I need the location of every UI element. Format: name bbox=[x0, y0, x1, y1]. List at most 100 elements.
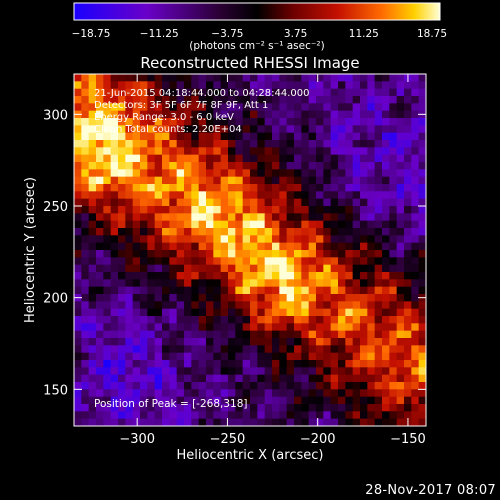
heatmap-cell bbox=[418, 264, 426, 273]
heatmap-cell bbox=[301, 103, 310, 112]
heatmap-cell bbox=[198, 242, 207, 251]
heatmap-cell bbox=[257, 352, 266, 361]
heatmap-cell bbox=[103, 96, 112, 104]
heatmap-cell bbox=[140, 272, 148, 280]
heatmap-cell bbox=[411, 338, 420, 346]
heatmap-cell bbox=[250, 264, 258, 273]
heatmap-cell bbox=[228, 88, 236, 97]
heatmap-cell bbox=[176, 345, 185, 354]
heatmap-cell bbox=[411, 396, 420, 405]
heatmap-cell bbox=[184, 272, 192, 280]
heatmap-cell bbox=[330, 352, 339, 361]
heatmap-cell bbox=[367, 110, 376, 119]
heatmap-cell bbox=[110, 382, 119, 390]
heatmap-cell bbox=[184, 162, 192, 170]
heatmap-cell bbox=[308, 396, 317, 405]
heatmap-cell bbox=[374, 411, 383, 420]
heatmap-cell bbox=[184, 147, 192, 156]
heatmap-cell bbox=[323, 235, 332, 244]
heatmap-cell bbox=[374, 308, 383, 317]
heatmap-cell bbox=[330, 235, 339, 244]
heatmap-cell bbox=[154, 206, 163, 214]
heatmap-cell bbox=[360, 140, 368, 148]
heatmap-cell bbox=[345, 367, 354, 376]
heatmap-cell bbox=[411, 132, 420, 141]
heatmap-cell bbox=[382, 228, 390, 236]
heatmap-cell bbox=[308, 316, 317, 324]
colorbar-ticks: −18.75 −11.25 −3.75 3.75 11.25 18.75 bbox=[72, 28, 447, 40]
heatmap-cell bbox=[220, 367, 229, 376]
heatmap-cell bbox=[301, 169, 310, 178]
heatmap-cell bbox=[162, 154, 170, 163]
heatmap-cell bbox=[213, 360, 222, 368]
heatmap-cell bbox=[176, 103, 185, 112]
heatmap-cell bbox=[235, 301, 244, 310]
heatmap-cell bbox=[250, 198, 258, 207]
heatmap-cell bbox=[96, 154, 104, 163]
heatmap-cell bbox=[132, 286, 141, 295]
heatmap-cell bbox=[147, 257, 156, 266]
heatmap-cell bbox=[147, 286, 156, 295]
heatmap-cell bbox=[396, 404, 405, 412]
heatmap-cell bbox=[191, 272, 200, 280]
heatmap-cell bbox=[279, 198, 288, 207]
heatmap-cell bbox=[169, 250, 178, 258]
heatmap-cell bbox=[140, 264, 148, 273]
heatmap-cell bbox=[411, 81, 420, 90]
heatmap-cell bbox=[418, 352, 426, 361]
heatmap-cell bbox=[301, 264, 310, 273]
heatmap-cell bbox=[228, 176, 236, 185]
heatmap-cell bbox=[162, 279, 170, 288]
heatmap-cell bbox=[279, 132, 288, 141]
heatmap-cell bbox=[323, 250, 332, 258]
heatmap-cell bbox=[198, 140, 207, 148]
heatmap-cell bbox=[88, 367, 97, 376]
heatmap-cell bbox=[191, 345, 200, 354]
heatmap-cell bbox=[316, 228, 324, 236]
heatmap-cell bbox=[184, 169, 192, 178]
heatmap-cell bbox=[338, 118, 346, 126]
heatmap-cell bbox=[169, 74, 178, 82]
heatmap-cell bbox=[118, 154, 126, 163]
heatmap-cell bbox=[242, 250, 251, 258]
heatmap-cell bbox=[279, 374, 288, 383]
heatmap-cell bbox=[228, 352, 236, 361]
heatmap-cell bbox=[88, 88, 97, 97]
heatmap-cell bbox=[382, 323, 390, 332]
heatmap-cell bbox=[206, 118, 214, 126]
heatmap-cell bbox=[198, 345, 207, 354]
heatmap-cell bbox=[110, 125, 119, 134]
heatmap-cell bbox=[213, 396, 222, 405]
heatmap-cell bbox=[220, 110, 229, 119]
heatmap-cell bbox=[118, 147, 126, 156]
heatmap-cell bbox=[103, 352, 112, 361]
heatmap-cell bbox=[242, 228, 251, 236]
heatmap-cell bbox=[418, 198, 426, 207]
heatmap-cell bbox=[213, 206, 222, 214]
heatmap-cell bbox=[220, 103, 229, 112]
heatmap-cell bbox=[213, 301, 222, 310]
heatmap-cell bbox=[382, 294, 390, 302]
heatmap-cell bbox=[382, 235, 390, 244]
heatmap-cell bbox=[154, 140, 163, 148]
heatmap-cell bbox=[140, 162, 148, 170]
heatmap-cell bbox=[213, 242, 222, 251]
heatmap-cell bbox=[198, 264, 207, 273]
heatmap-cell bbox=[323, 374, 332, 383]
heatmap-cell bbox=[411, 169, 420, 178]
heatmap-cell bbox=[294, 88, 302, 97]
heatmap-cell bbox=[103, 286, 112, 295]
heatmap-cell bbox=[103, 125, 112, 134]
heatmap-cell bbox=[228, 81, 236, 90]
heatmap-cell bbox=[118, 235, 126, 244]
heatmap-cell bbox=[279, 169, 288, 178]
heatmap-cell bbox=[103, 411, 112, 420]
heatmap-cell bbox=[396, 235, 405, 244]
heatmap-cell bbox=[228, 294, 236, 302]
heatmap-cell bbox=[228, 404, 236, 412]
heatmap-cell bbox=[169, 176, 178, 185]
heatmap-cell bbox=[162, 396, 170, 405]
heatmap-cell bbox=[264, 162, 273, 170]
heatmap-cell bbox=[176, 147, 185, 156]
heatmap-cell bbox=[235, 242, 244, 251]
